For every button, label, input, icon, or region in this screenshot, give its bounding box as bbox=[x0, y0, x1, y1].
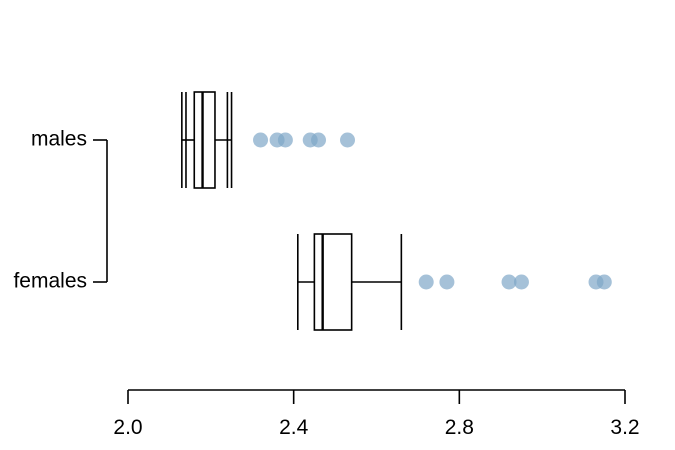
females-outlier-point bbox=[596, 274, 612, 290]
females-outlier-point bbox=[439, 274, 455, 290]
category-label-males: males bbox=[31, 128, 87, 151]
males-outlier-point bbox=[253, 132, 269, 148]
category-label-females: females bbox=[13, 270, 87, 293]
males-outlier-point bbox=[340, 132, 356, 148]
females-box bbox=[313, 233, 353, 331]
x-tick-label: 2.8 bbox=[445, 416, 474, 439]
x-tick-label: 3.2 bbox=[610, 416, 639, 439]
females-outlier-point bbox=[513, 274, 529, 290]
females-outlier-point bbox=[501, 274, 517, 290]
x-tick-label: 2.0 bbox=[113, 416, 142, 439]
males-outlier-point bbox=[277, 132, 293, 148]
males-box bbox=[193, 91, 216, 189]
x-tick-label: 2.4 bbox=[279, 416, 309, 439]
males-outlier-point bbox=[311, 132, 327, 148]
females-outlier-point bbox=[418, 274, 434, 290]
